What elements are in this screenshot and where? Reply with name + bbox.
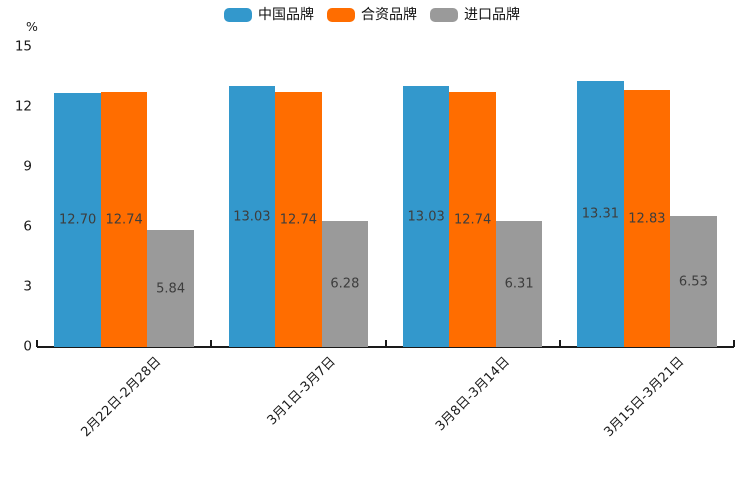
x-axis-tick [36, 339, 38, 347]
y-axis-unit-label: % [26, 19, 38, 34]
legend-item-label: 进口品牌 [464, 7, 520, 23]
y-tick-label: 12 [14, 98, 32, 115]
bar-value-label: 12.74 [279, 212, 317, 228]
x-axis-tick [558, 339, 561, 347]
bar-value-label: 13.03 [233, 209, 271, 225]
bar-value-label: 12.74 [105, 212, 143, 228]
bar-中国品牌-4 [577, 80, 624, 347]
legend-item-label: 中国品牌 [258, 7, 314, 23]
x-tick-label: 2月22日-2月28日 [78, 354, 165, 441]
bar-进口品牌-4 [670, 216, 717, 347]
bar-中国品牌-3 [402, 86, 450, 347]
legend-item-label: 合资品牌 [361, 7, 417, 23]
y-tick-label: 6 [23, 218, 32, 235]
bar-进口品牌-2 [321, 221, 369, 347]
bar-value-label: 12.83 [628, 211, 666, 227]
bar-合资品牌-4 [623, 90, 671, 347]
legend-swatch-icon [224, 8, 252, 22]
x-tick-label: 3月8日-3月14日 [432, 354, 513, 435]
bar-value-label: 6.28 [330, 276, 360, 292]
legend-item-1: 中国品牌 [224, 8, 314, 22]
x-tick-label: 3月15日-3月21日 [600, 354, 687, 441]
bar-value-label: 6.31 [504, 276, 534, 292]
x-axis-tick [733, 339, 735, 347]
legend-swatch-icon [430, 8, 458, 22]
bar-中国品牌-1 [54, 93, 101, 347]
y-tick-label: 9 [23, 158, 32, 175]
bar-合资品牌-1 [100, 92, 148, 347]
bar-value-label: 13.03 [407, 209, 445, 225]
bar-value-label: 12.70 [59, 212, 97, 228]
bar-中国品牌-2 [228, 86, 276, 347]
x-axis-line [37, 345, 734, 348]
bar-value-label: 5.84 [156, 281, 186, 297]
x-axis-tick [384, 339, 387, 347]
legend-swatch-icon [327, 8, 355, 22]
y-tick-label: 15 [14, 38, 32, 55]
y-tick-label: 3 [23, 278, 32, 295]
bar-合资品牌-2 [275, 92, 322, 347]
bar-进口品牌-3 [495, 220, 543, 347]
bar-value-label: 6.53 [678, 274, 708, 290]
bar-合资品牌-3 [449, 92, 496, 347]
legend: 中国品牌 合资品牌 进口品牌 [0, 8, 744, 22]
x-axis-tick [210, 339, 213, 347]
bar-进口品牌-1 [147, 230, 194, 347]
bar-value-label: 13.31 [581, 206, 619, 222]
y-tick-label: 0 [23, 338, 32, 355]
legend-item-2: 合资品牌 [327, 8, 417, 22]
legend-item-3: 进口品牌 [430, 8, 520, 22]
x-tick-label: 3月1日-3月7日 [264, 354, 339, 429]
bar-value-label: 12.74 [454, 212, 492, 228]
